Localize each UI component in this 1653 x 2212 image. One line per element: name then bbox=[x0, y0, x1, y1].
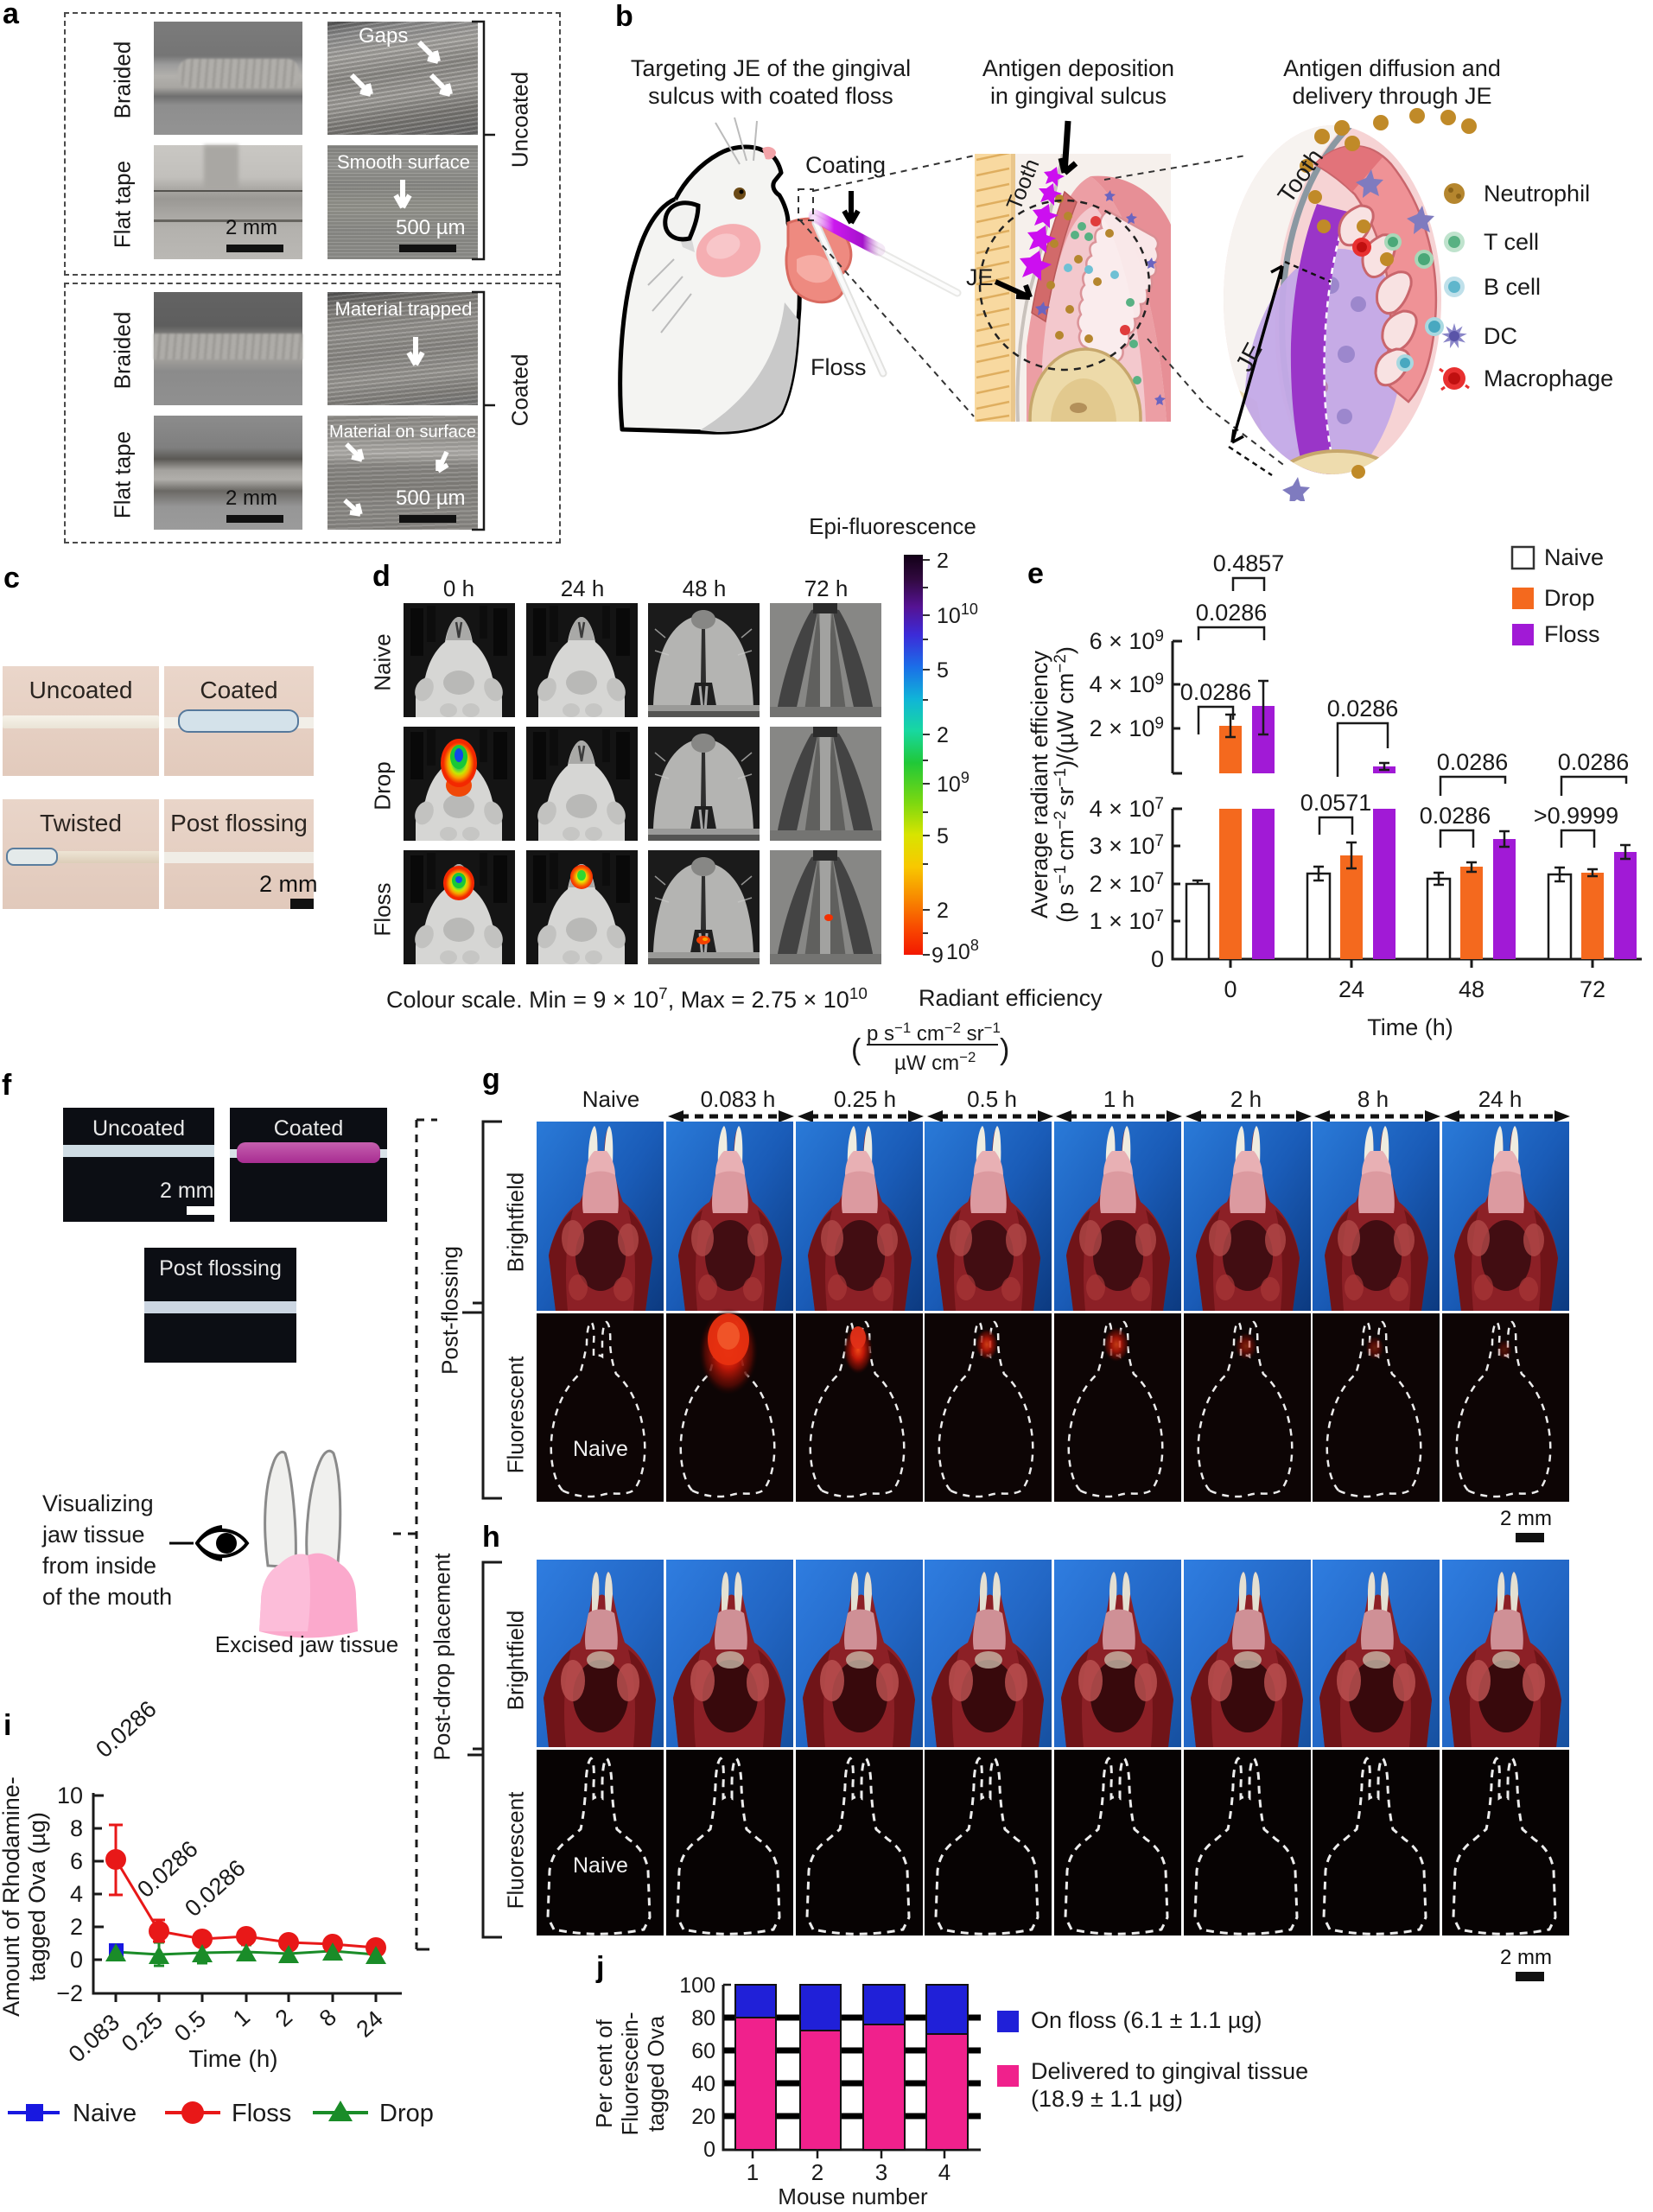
svg-text:0.0286: 0.0286 bbox=[91, 1696, 161, 1764]
svg-text:2 × 109: 2 × 109 bbox=[1090, 715, 1164, 741]
svg-text:sulcus with coated floss: sulcus with coated floss bbox=[648, 83, 893, 109]
svg-text:(p s−1 cm−2 sr−1)/(µW cm−2): (p s−1 cm−2 sr−1)/(µW cm−2) bbox=[1052, 646, 1078, 923]
svg-text:Coating: Coating bbox=[805, 152, 886, 178]
svg-text:Floss: Floss bbox=[811, 354, 867, 380]
svg-text:1: 1 bbox=[228, 2004, 255, 2031]
svg-text:2: 2 bbox=[937, 723, 949, 747]
svg-text:Naive: Naive bbox=[1544, 544, 1604, 570]
svg-text:8: 8 bbox=[315, 2004, 341, 2031]
svg-text:0.5: 0.5 bbox=[169, 2005, 211, 2046]
svg-text:in gingival sulcus: in gingival sulcus bbox=[990, 83, 1167, 109]
svg-text:Per cent of: Per cent of bbox=[596, 2018, 617, 2128]
svg-text:(18.9 ± 1.1 µg): (18.9 ± 1.1 µg) bbox=[1031, 2086, 1183, 2112]
svg-text:0.0286: 0.0286 bbox=[1558, 749, 1630, 775]
svg-text:Fluorescein-: Fluorescein- bbox=[617, 2012, 643, 2135]
svg-text:0: 0 bbox=[1224, 976, 1237, 1002]
svg-text:Macrophage: Macrophage bbox=[1484, 365, 1613, 391]
svg-text:80: 80 bbox=[691, 2006, 715, 2031]
svg-text:5: 5 bbox=[937, 658, 949, 683]
svg-text:0.25: 0.25 bbox=[117, 2007, 168, 2056]
svg-text:108: 108 bbox=[946, 937, 979, 964]
svg-text:Mouse number: Mouse number bbox=[778, 2183, 928, 2209]
svg-text:2: 2 bbox=[937, 899, 949, 923]
svg-text:Average radiant efficiency: Average radiant efficiency bbox=[1027, 651, 1052, 918]
svg-text:4 × 107: 4 × 107 bbox=[1090, 795, 1164, 822]
svg-text:0.0286: 0.0286 bbox=[1196, 600, 1268, 626]
svg-text:Naive: Naive bbox=[73, 2100, 137, 2127]
svg-text:60: 60 bbox=[691, 2039, 715, 2063]
svg-text:2: 2 bbox=[270, 2004, 297, 2031]
svg-text:3 × 107: 3 × 107 bbox=[1090, 832, 1164, 859]
svg-text:1 × 107: 1 × 107 bbox=[1090, 907, 1164, 934]
svg-text:DC: DC bbox=[1484, 323, 1517, 349]
svg-text:48: 48 bbox=[1459, 976, 1485, 1002]
svg-text:10: 10 bbox=[57, 1783, 83, 1808]
svg-text:4: 4 bbox=[70, 1881, 83, 1907]
svg-text:8: 8 bbox=[70, 1815, 83, 1841]
svg-text:0.0286: 0.0286 bbox=[1420, 803, 1491, 829]
svg-text:5: 5 bbox=[937, 824, 949, 849]
svg-text:Naive: Naive bbox=[573, 1437, 628, 1461]
svg-text:0.0286: 0.0286 bbox=[1327, 696, 1399, 721]
svg-text:tagged Ova (µg): tagged Ova (µg) bbox=[24, 1812, 50, 1981]
svg-text:delivery through JE: delivery through JE bbox=[1292, 83, 1491, 109]
svg-text:0.0571: 0.0571 bbox=[1300, 790, 1372, 816]
svg-text:9: 9 bbox=[931, 944, 944, 968]
svg-text:Floss: Floss bbox=[1544, 621, 1600, 647]
svg-text:T cell: T cell bbox=[1484, 229, 1539, 255]
svg-text:20: 20 bbox=[691, 2105, 715, 2129]
svg-text:Delivered to gingival tissue: Delivered to gingival tissue bbox=[1031, 2058, 1308, 2084]
svg-text:On floss (6.1 ± 1.1 µg): On floss (6.1 ± 1.1 µg) bbox=[1031, 2007, 1262, 2033]
svg-text:Drop: Drop bbox=[1544, 585, 1595, 611]
svg-text:2 × 107: 2 × 107 bbox=[1090, 870, 1164, 897]
svg-text:>0.9999: >0.9999 bbox=[1534, 803, 1618, 829]
svg-text:4 × 109: 4 × 109 bbox=[1090, 671, 1164, 697]
svg-text:0.083: 0.083 bbox=[64, 2009, 124, 2068]
svg-text:−2: −2 bbox=[56, 1980, 83, 2006]
svg-text:Neutrophil: Neutrophil bbox=[1484, 181, 1590, 207]
svg-text:40: 40 bbox=[691, 2072, 715, 2096]
svg-text:0: 0 bbox=[70, 1947, 83, 1973]
svg-text:2: 2 bbox=[70, 1914, 83, 1940]
svg-text:Time (h): Time (h) bbox=[188, 2045, 277, 2072]
svg-text:0: 0 bbox=[1151, 946, 1164, 972]
svg-text:1010: 1010 bbox=[937, 601, 978, 628]
svg-text:109: 109 bbox=[937, 769, 970, 797]
svg-text:2: 2 bbox=[811, 2159, 823, 2185]
svg-text:2: 2 bbox=[937, 553, 949, 573]
svg-text:100: 100 bbox=[679, 1974, 715, 1998]
svg-text:Drop: Drop bbox=[379, 2100, 434, 2127]
svg-text:1: 1 bbox=[747, 2159, 759, 2185]
svg-text:Naive: Naive bbox=[573, 1853, 628, 1878]
svg-text:0.4857: 0.4857 bbox=[1213, 550, 1285, 576]
svg-text:JE: JE bbox=[966, 264, 994, 290]
svg-text:4: 4 bbox=[938, 2159, 950, 2185]
svg-text:Antigen diffusion and: Antigen diffusion and bbox=[1283, 55, 1501, 81]
svg-text:72: 72 bbox=[1580, 976, 1605, 1002]
svg-text:0.0286: 0.0286 bbox=[1180, 679, 1252, 705]
svg-text:B cell: B cell bbox=[1484, 274, 1541, 300]
svg-text:0: 0 bbox=[703, 2138, 715, 2162]
svg-text:24: 24 bbox=[352, 2005, 388, 2042]
svg-text:24: 24 bbox=[1338, 976, 1364, 1002]
svg-text:tagged Ova: tagged Ova bbox=[643, 2015, 669, 2132]
svg-text:Floss: Floss bbox=[232, 2100, 291, 2127]
svg-text:6: 6 bbox=[70, 1848, 83, 1874]
svg-text:6 × 109: 6 × 109 bbox=[1090, 627, 1164, 654]
svg-text:Time (h): Time (h) bbox=[1367, 1014, 1453, 1040]
svg-text:3: 3 bbox=[875, 2159, 887, 2185]
svg-text:Amount of Rhodamine-: Amount of Rhodamine- bbox=[0, 1777, 24, 2017]
svg-text:0.0286: 0.0286 bbox=[1437, 749, 1509, 775]
svg-text:Antigen deposition: Antigen deposition bbox=[982, 55, 1174, 81]
svg-text:Targeting JE of the gingival: Targeting JE of the gingival bbox=[631, 55, 911, 81]
